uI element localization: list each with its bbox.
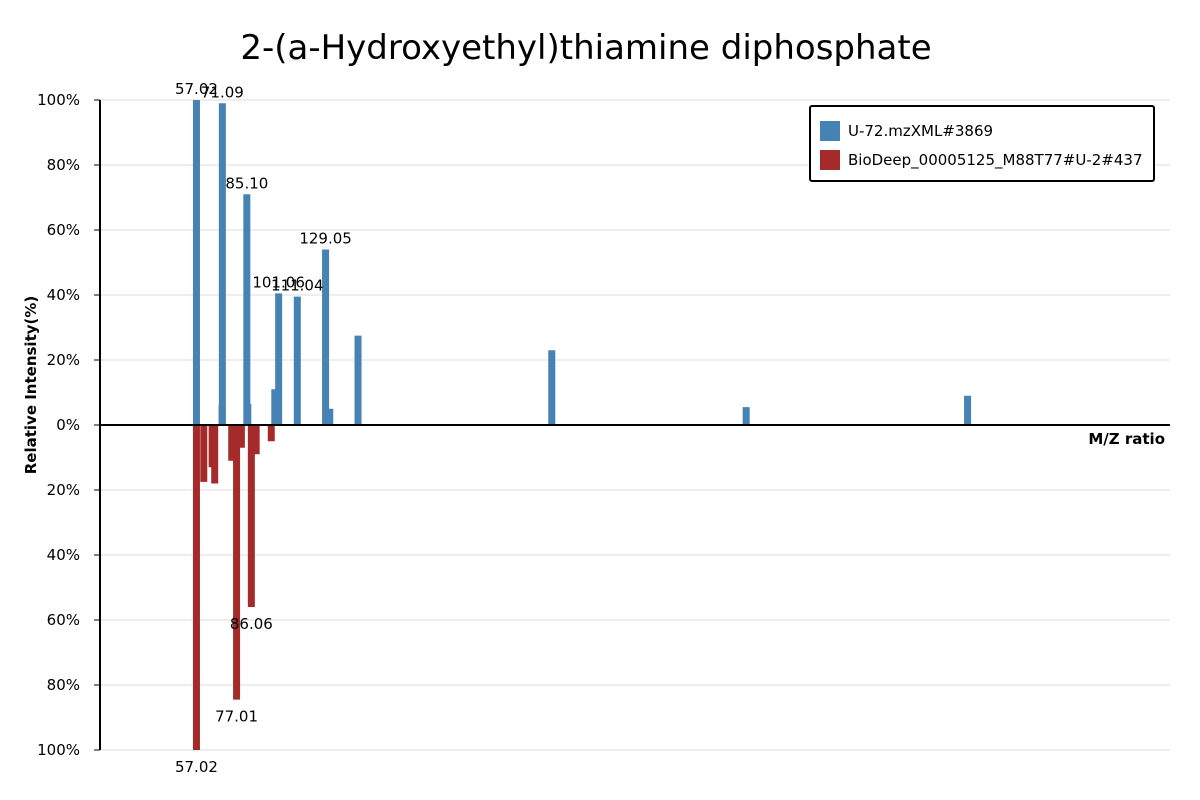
query-peak-bar[interactable]	[275, 293, 283, 425]
query-peak-bar[interactable]	[192, 100, 200, 425]
query-peak-bar[interactable]	[218, 103, 226, 425]
query-peak-bar[interactable]	[548, 350, 556, 425]
peak-label: 77.01	[215, 708, 258, 726]
peak-label: 57.02	[175, 80, 218, 98]
y-tick-labels: 100% 80% 60% 40% 20% 0% 20% 40% 60% 80% 100%	[37, 91, 100, 759]
chart-title: 2-(a-Hydroxyethyl)thiamine diphosphate	[240, 28, 932, 68]
y-tick-label: 100%	[37, 741, 80, 759]
y-tick-label: 0%	[56, 416, 80, 434]
reference-peak-bar[interactable]	[247, 425, 255, 607]
reference-peak-bar[interactable]	[267, 425, 275, 442]
legend-swatch-reference	[820, 150, 840, 170]
legend-item-query: U-72.mzXML#3869	[820, 120, 993, 142]
legend-item-reference: BioDeep_00005125_M88T77#U-2#437	[820, 149, 1143, 171]
peak-bars	[192, 100, 972, 750]
peak-labels: 57.0271.0985.10101.06111.04129.0557.0277…	[175, 80, 352, 776]
reference-peak-bar[interactable]	[233, 425, 241, 700]
peak-label: 111.04	[271, 277, 324, 295]
peak-label: 101.06	[252, 273, 305, 291]
reference-peak-bar[interactable]	[192, 425, 200, 750]
y-axis-title: Relative Intensity(%)	[22, 296, 40, 475]
query-peak-bar[interactable]	[964, 395, 972, 425]
reference-peak-bar[interactable]	[208, 425, 216, 468]
y-tick-label: 40%	[47, 286, 80, 304]
reference-peak-bar[interactable]	[237, 425, 245, 448]
y-tick-label: 60%	[47, 611, 80, 629]
reference-peak-bar[interactable]	[252, 425, 260, 455]
query-peak-bar[interactable]	[354, 335, 362, 425]
peak-label: 86.06	[230, 615, 273, 633]
reference-peak-bar[interactable]	[200, 425, 208, 482]
y-tick-label: 100%	[37, 91, 80, 109]
y-tick-label: 80%	[47, 156, 80, 174]
legend-swatch-query	[820, 121, 840, 141]
y-tick-label: 40%	[47, 546, 80, 564]
query-peak-bar[interactable]	[271, 389, 279, 425]
reference-peak-bar[interactable]	[228, 425, 236, 461]
y-tick-label: 20%	[47, 481, 80, 499]
x-axis-title: M/Z ratio	[1088, 430, 1165, 448]
query-peak-bar[interactable]	[742, 407, 750, 425]
legend-label-query: U-72.mzXML#3869	[848, 122, 994, 140]
y-tick-label: 60%	[47, 221, 80, 239]
legend-label-reference: BioDeep_00005125_M88T77#U-2#437	[848, 151, 1143, 169]
y-tick-label: 20%	[47, 351, 80, 369]
axes	[99, 100, 1170, 750]
y-tick-label: 80%	[47, 676, 80, 694]
gridlines	[100, 99, 1170, 751]
peak-label: 71.09	[201, 83, 244, 101]
peak-label: 85.10	[225, 174, 268, 192]
query-peak-bar[interactable]	[243, 194, 251, 425]
legend: U-72.mzXML#3869 BioDeep_00005125_M88T77#…	[809, 105, 1155, 182]
query-peak-bar[interactable]	[326, 408, 334, 425]
query-peak-bar[interactable]	[293, 296, 301, 425]
peak-label: 57.02	[175, 758, 218, 776]
peak-label: 129.05	[299, 230, 352, 248]
query-peak-bar[interactable]	[322, 249, 330, 426]
